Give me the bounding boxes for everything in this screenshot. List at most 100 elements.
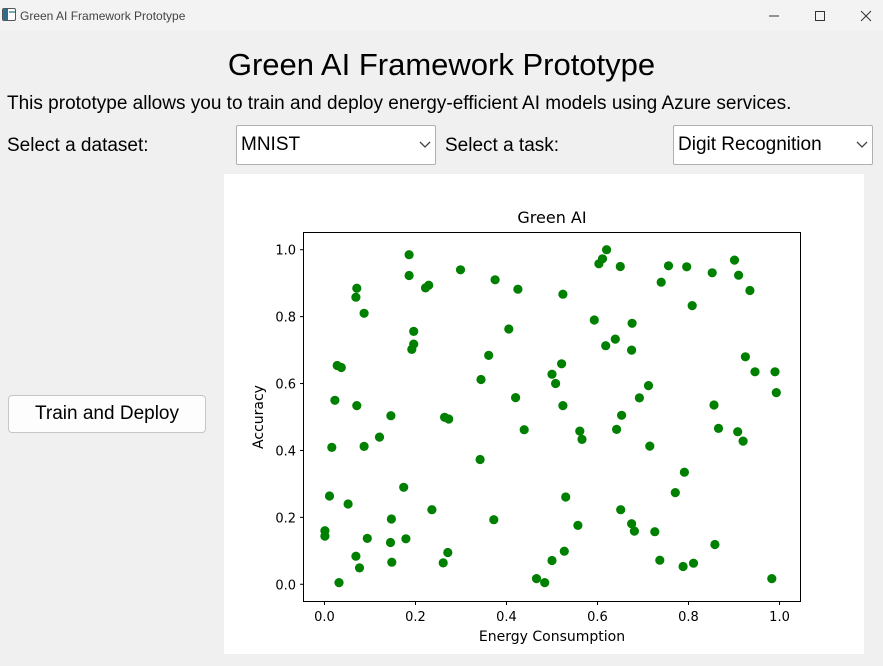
x-tick-label-5: 1.0 [769, 610, 790, 625]
train-and-deploy-button[interactable]: Train and Deploy [8, 395, 206, 433]
task-select-value: Digit Recognition [678, 134, 822, 155]
app-window-icon [2, 8, 16, 21]
data-point-89 [438, 558, 448, 568]
data-point-1 [351, 292, 361, 302]
data-point-82 [627, 519, 637, 529]
data-point-22 [745, 285, 755, 296]
data-point-25 [601, 341, 611, 351]
data-point-86 [351, 551, 361, 561]
data-point-97 [334, 578, 344, 588]
data-point-73 [679, 467, 689, 477]
data-point-58 [575, 426, 585, 436]
scatter-chart: Green AI 0.0 0.2 0.4 0.6 0.8 1.00.00.20.40.60… [251, 208, 801, 645]
data-point-64 [738, 436, 748, 446]
data-point-53 [709, 400, 719, 410]
data-point-90 [443, 547, 453, 558]
data-point-41 [740, 352, 751, 362]
data-point-49 [444, 414, 454, 424]
data-point-63 [733, 427, 743, 437]
y-tick-label-5: 1.0 [275, 244, 296, 259]
data-point-45 [330, 395, 340, 405]
data-point-51 [558, 401, 568, 411]
dataset-select[interactable]: MNIST [236, 125, 436, 165]
data-point-24 [627, 318, 637, 328]
data-point-77 [362, 533, 372, 543]
data-point-23 [589, 315, 599, 325]
data-point-26 [610, 334, 620, 344]
data-point-3 [404, 250, 414, 260]
data-point-4 [404, 270, 414, 281]
data-point-43 [770, 367, 780, 377]
data-point-18 [687, 301, 697, 311]
data-point-78 [385, 537, 396, 548]
data-point-11 [602, 245, 612, 255]
data-point-80 [489, 515, 499, 525]
data-point-27 [627, 345, 637, 355]
task-select[interactable]: Digit Recognition [673, 125, 873, 165]
chart-panel: Green AI 0.0 0.2 0.4 0.6 0.8 1.0 0.0 0.2 0.4 0.6 0… [224, 174, 864, 654]
x-tick-label-1: 0.2 [405, 610, 426, 625]
data-point-47 [386, 411, 396, 421]
data-point-8 [490, 275, 500, 285]
title-bar: Green AI Framework Prototype [0, 0, 883, 31]
data-point-84 [650, 527, 660, 537]
maximize-button[interactable] [797, 0, 843, 31]
data-point-19 [707, 268, 717, 278]
data-point-16 [682, 262, 692, 272]
x-axis-label: Energy Consumption [479, 629, 625, 645]
data-point-93 [655, 555, 665, 565]
data-point-31 [407, 344, 417, 354]
data-point-2 [359, 308, 369, 318]
data-point-42 [750, 367, 760, 377]
data-point-9 [513, 284, 523, 294]
data-point-35 [476, 374, 486, 385]
data-point-36 [557, 359, 567, 369]
data-point-60 [612, 424, 622, 434]
data-point-66 [399, 482, 409, 492]
data-point-50 [511, 393, 521, 403]
data-point-34 [484, 350, 494, 360]
data-point-37 [547, 369, 557, 379]
data-point-17 [656, 277, 666, 287]
data-point-55 [359, 441, 369, 451]
data-point-40 [634, 393, 644, 403]
y-tick-label-3: 0.6 [275, 378, 296, 393]
data-point-69 [427, 505, 437, 515]
dataset-select-value: MNIST [241, 134, 301, 155]
y-tick-label-2: 0.4 [275, 444, 296, 459]
data-point-67 [324, 491, 335, 501]
y-tick-label-1: 0.2 [275, 511, 296, 526]
plot-frame [303, 232, 801, 602]
data-point-14 [615, 261, 625, 272]
chevron-down-icon [856, 141, 868, 148]
window-title: Green AI Framework Prototype [20, 9, 186, 23]
minimize-button[interactable] [751, 0, 797, 31]
data-point-74 [386, 514, 396, 524]
page-title: Green AI Framework Prototype [227, 47, 656, 82]
data-point-57 [519, 425, 529, 435]
data-point-39 [643, 381, 654, 391]
data-point-92 [547, 555, 557, 566]
y-tick-label-0: 0.0 [275, 578, 296, 593]
data-point-98 [531, 574, 542, 584]
close-button[interactable] [843, 0, 883, 31]
close-icon [860, 10, 872, 21]
x-tick-label-2: 0.4 [496, 610, 517, 625]
data-point-21 [734, 270, 744, 280]
data-point-91 [559, 546, 569, 556]
data-point-6 [424, 280, 434, 290]
data-point-72 [670, 488, 680, 498]
data-point-52 [617, 410, 627, 420]
data-point-59 [577, 434, 587, 444]
data-point-54 [327, 442, 337, 452]
data-point-56 [374, 432, 385, 442]
data-point-65 [475, 454, 485, 465]
data-point-15 [663, 261, 674, 271]
data-point-62 [713, 423, 724, 433]
data-point-71 [616, 505, 626, 515]
minimize-icon [769, 15, 779, 16]
x-tick-label-3: 0.6 [587, 610, 608, 625]
data-point-87 [354, 563, 365, 573]
y-tick-label-4: 0.8 [275, 311, 296, 326]
data-point-20 [729, 255, 740, 265]
